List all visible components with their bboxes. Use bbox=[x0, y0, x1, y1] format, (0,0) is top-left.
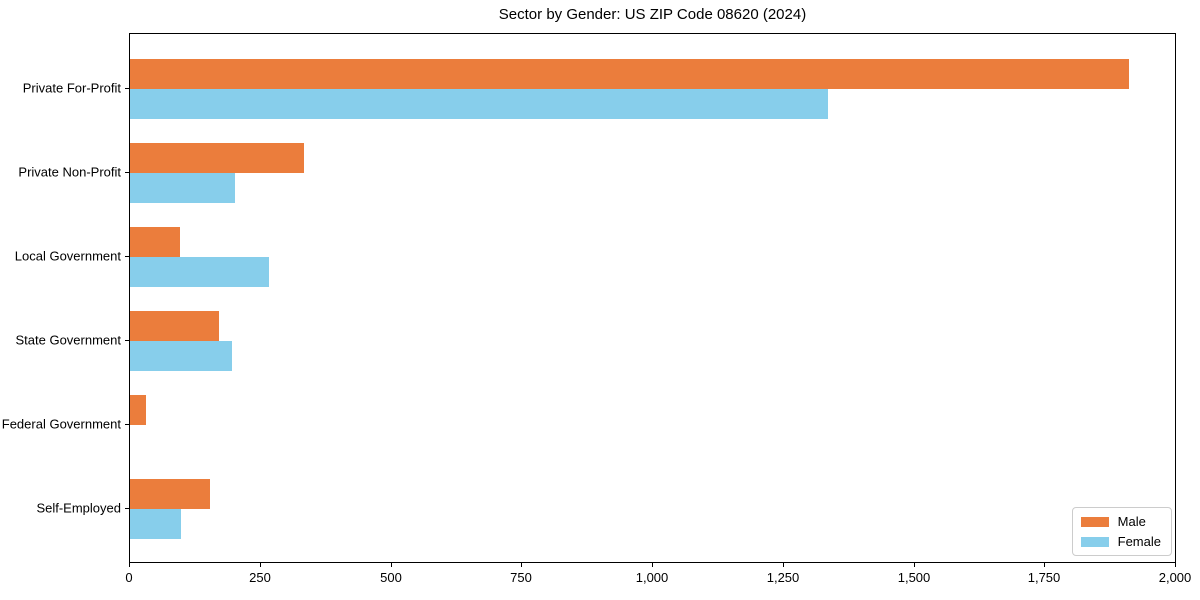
legend-row-male: Male bbox=[1080, 514, 1161, 529]
bar-female-6 bbox=[130, 509, 181, 539]
x-tick-mark bbox=[914, 563, 915, 567]
x-tick-mark bbox=[1175, 563, 1176, 567]
legend: Male Female bbox=[1071, 507, 1172, 556]
bar-female-2 bbox=[130, 173, 235, 203]
legend-label-male: Male bbox=[1117, 514, 1146, 529]
bar-male-6 bbox=[130, 479, 210, 509]
bar-female-4 bbox=[130, 341, 232, 371]
x-tick-mark bbox=[260, 563, 261, 567]
bar-male-4 bbox=[130, 311, 219, 341]
legend-swatch-male-icon bbox=[1080, 516, 1109, 527]
bar-male-5 bbox=[130, 395, 146, 425]
y-tick-label: State Government bbox=[15, 332, 122, 348]
x-tick-label: 750 bbox=[510, 570, 532, 585]
y-tick-mark bbox=[125, 172, 129, 173]
y-tick-label: Federal Government bbox=[1, 416, 121, 432]
bar-male-2 bbox=[130, 143, 304, 173]
x-tick-label: 2,000 bbox=[1158, 570, 1192, 585]
y-tick-mark bbox=[125, 508, 129, 509]
y-tick-mark bbox=[125, 340, 129, 341]
bar-male-1 bbox=[130, 59, 1129, 89]
x-tick-mark bbox=[783, 563, 784, 567]
plot-area bbox=[129, 33, 1176, 563]
x-tick-label: 1,000 bbox=[635, 570, 669, 585]
x-tick-mark bbox=[1044, 563, 1045, 567]
y-tick-mark bbox=[125, 88, 129, 89]
y-tick-label: Self-Employed bbox=[36, 500, 121, 516]
legend-label-female: Female bbox=[1117, 534, 1161, 549]
chart-title: Sector by Gender: US ZIP Code 08620 (202… bbox=[498, 6, 807, 23]
x-tick-label: 1,250 bbox=[766, 570, 800, 585]
x-tick-mark bbox=[391, 563, 392, 567]
bar-female-3 bbox=[130, 257, 269, 287]
legend-swatch-female-icon bbox=[1080, 536, 1109, 547]
bar-female-1 bbox=[130, 89, 828, 119]
x-tick-label: 500 bbox=[380, 570, 402, 585]
y-tick-mark bbox=[125, 424, 129, 425]
x-tick-label: 1,500 bbox=[897, 570, 931, 585]
x-tick-label: 250 bbox=[249, 570, 271, 585]
x-tick-label: 1,750 bbox=[1027, 570, 1061, 585]
y-tick-label: Private For-Profit bbox=[22, 80, 121, 96]
x-tick-label: 0 bbox=[125, 570, 133, 585]
y-tick-label: Private Non-Profit bbox=[18, 164, 121, 180]
y-tick-mark bbox=[125, 256, 129, 257]
bar-male-3 bbox=[130, 227, 180, 257]
legend-row-female: Female bbox=[1080, 534, 1161, 549]
x-tick-mark bbox=[652, 563, 653, 567]
x-tick-mark bbox=[129, 563, 130, 567]
y-tick-label: Local Government bbox=[14, 248, 121, 264]
x-tick-mark bbox=[521, 563, 522, 567]
